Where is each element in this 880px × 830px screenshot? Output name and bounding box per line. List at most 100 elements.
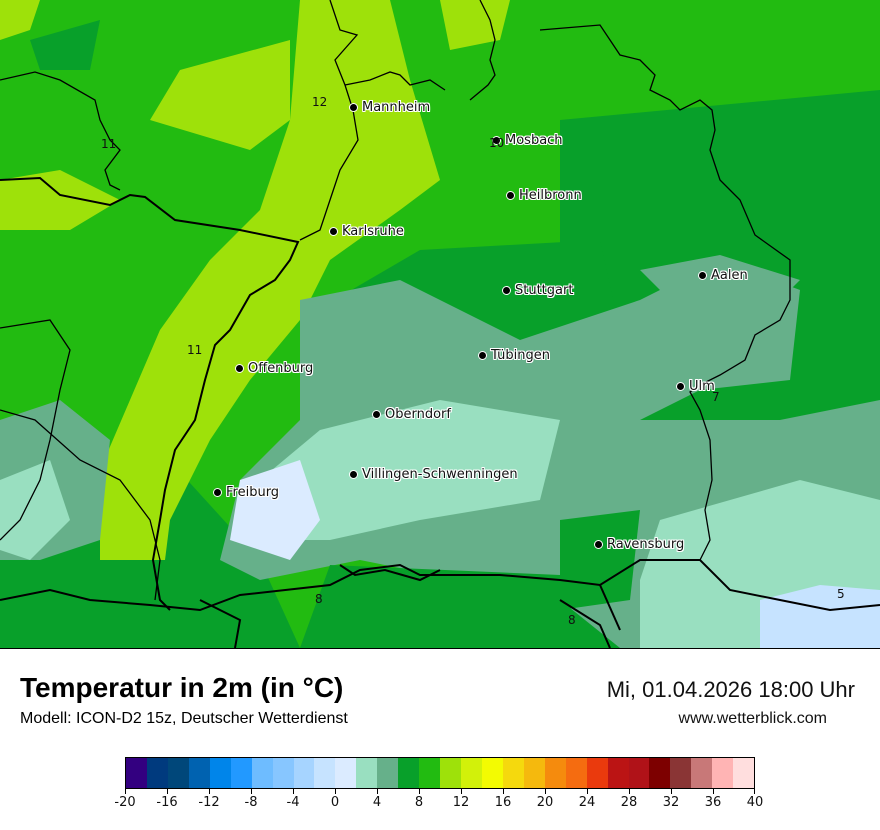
city-name: Mosbach (505, 133, 563, 148)
city-marker: Heilbronn (506, 188, 582, 203)
city-dot-icon (502, 286, 511, 295)
colorbar-tick-label: -4 (286, 795, 300, 810)
colorbar-segment (670, 758, 692, 788)
colorbar-segment (565, 758, 587, 788)
contour-label: 8 (568, 613, 576, 627)
colorbar-segment (356, 758, 378, 788)
city-marker: Ulm (676, 379, 715, 394)
colorbar-segment (523, 758, 545, 788)
colorbar-tick (293, 789, 294, 794)
colorbar-segment (126, 758, 147, 788)
colorbar-tick (377, 789, 378, 794)
colorbar-segment (691, 758, 713, 788)
city-name: Oberndorf (385, 407, 451, 422)
city-dot-icon (372, 410, 381, 419)
city-dot-icon (349, 470, 358, 479)
colorbar-segment (586, 758, 608, 788)
colorbar-segment (481, 758, 503, 788)
colorbar-segment (628, 758, 650, 788)
colorbar-tick (503, 789, 504, 794)
colorbar-segment (335, 758, 357, 788)
colorbar-tick-label: 0 (330, 795, 340, 810)
city-name: Heilbronn (519, 188, 582, 203)
city-name: Tübingen (491, 348, 550, 363)
colorbar-tick-label: -16 (156, 795, 178, 810)
colorbar-tick (629, 789, 630, 794)
colorbar-segment (502, 758, 524, 788)
city-marker: Mosbach (492, 133, 563, 148)
colorbar-segment (712, 758, 734, 788)
city-marker: Karlsruhe (329, 224, 404, 239)
colorbar-tick-label: 24 (578, 795, 596, 810)
city-name: Ulm (689, 379, 715, 394)
city-marker: Oberndorf (372, 407, 451, 422)
temperature-map: Mannheim Mosbach Heilbronn Karlsruhe Aalen St… (0, 0, 880, 649)
city-marker: Freiburg (213, 485, 279, 500)
model-source: Modell: ICON-D2 15z, Deutscher Wetterdie… (20, 710, 348, 727)
colorbar-tick-label: 16 (494, 795, 512, 810)
city-dot-icon (349, 103, 358, 112)
contour-label: 8 (315, 592, 323, 606)
city-marker: Tübingen (478, 348, 550, 363)
colorbar-tick (545, 789, 546, 794)
city-name: Freiburg (226, 485, 280, 500)
colorbar-segment (167, 758, 189, 788)
colorbar-tick (251, 789, 252, 794)
city-marker: Offenburg (235, 361, 313, 376)
colorbar-tick-label: 36 (704, 795, 722, 810)
colorbar-tick-label: 8 (414, 795, 424, 810)
city-marker: Aalen (698, 268, 748, 283)
colorbar-tick (419, 789, 420, 794)
colorbar-tick (754, 789, 755, 794)
colorbar-segment (251, 758, 273, 788)
contour-label: 11 (187, 343, 203, 357)
city-marker: Mannheim (349, 100, 430, 115)
colorbar-segment (649, 758, 671, 788)
colorbar-tick-label: -8 (244, 795, 258, 810)
website-link[interactable]: www.wetterblick.com (678, 710, 827, 727)
colorbar-segment (440, 758, 461, 788)
colorbar-tick-label: 28 (620, 795, 638, 810)
city-marker: Villingen-Schwenningen (349, 467, 518, 482)
city-dot-icon (478, 351, 487, 360)
colorbar-tick-label: 20 (536, 795, 554, 810)
city-name: Ravensburg (607, 537, 685, 552)
colorbar-tick (671, 789, 672, 794)
city-marker: Stuttgart (502, 283, 573, 298)
city-dot-icon (235, 364, 244, 373)
colorbar-segment (272, 758, 294, 788)
colorbar-segment (146, 758, 168, 788)
city-name: Mannheim (362, 100, 431, 115)
colorbar-tick-label: -12 (198, 795, 220, 810)
city-name: Stuttgart (515, 283, 574, 298)
city-dot-icon (213, 488, 222, 497)
contour-label: 10 (489, 136, 505, 150)
colorbar-segment (314, 758, 336, 788)
contour-label: 7 (712, 390, 720, 404)
colorbar-segment (209, 758, 231, 788)
colorbar-tick (167, 789, 168, 794)
colorbar-tick (587, 789, 588, 794)
forecast-datetime: Mi, 01.04.2026 18:00 Uhr (606, 677, 855, 702)
colorbar-segment (293, 758, 315, 788)
map-title: Temperatur in 2m (in °C) (20, 672, 344, 703)
temperature-colorbar (125, 757, 755, 789)
colorbar-segment (544, 758, 566, 788)
colorbar-tick-label: 40 (746, 795, 764, 810)
colorbar-segment (461, 758, 482, 788)
colorbar-tick-label: -20 (114, 795, 136, 810)
city-dot-icon (698, 271, 707, 280)
colorbar-segment (419, 758, 441, 788)
colorbar-tick-label: 4 (372, 795, 382, 810)
colorbar-tick-label: 32 (662, 795, 680, 810)
city-dot-icon (492, 136, 501, 145)
colorbar-tick (461, 789, 462, 794)
colorbar-segment (398, 758, 420, 788)
city-name: Offenburg (248, 361, 314, 376)
contour-label: 5 (837, 587, 845, 601)
colorbar-tick (125, 789, 126, 794)
city-dot-icon (329, 227, 338, 236)
temperature-field (0, 0, 880, 648)
city-dot-icon (676, 382, 685, 391)
contour-label: 11 (101, 137, 117, 151)
